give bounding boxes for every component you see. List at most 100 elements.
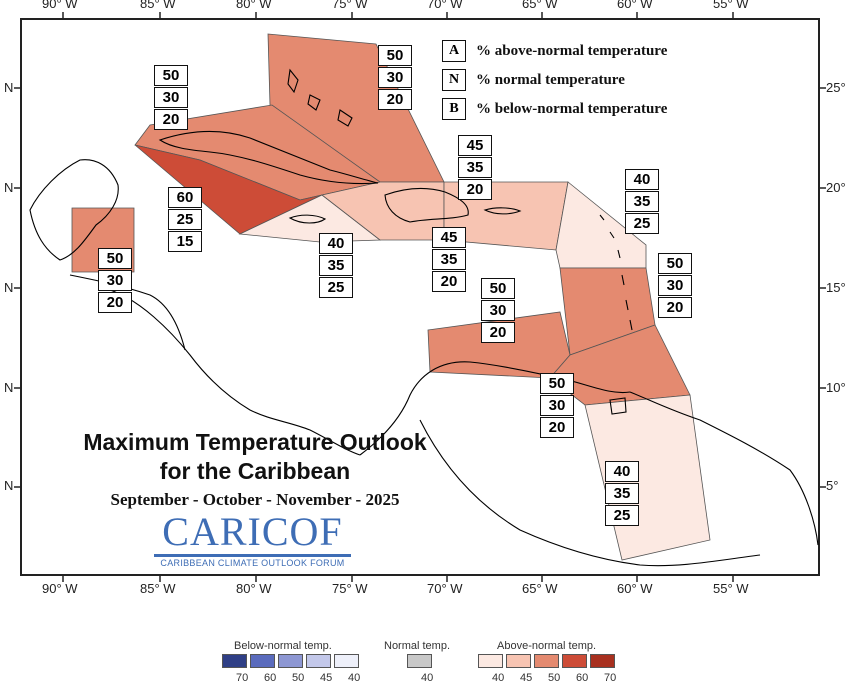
caricof-logo: CARICOF CARIBBEAN CLIMATE OUTLOOK FORUM xyxy=(150,512,355,568)
legend-tick-above: 50 xyxy=(548,672,561,684)
key-letter: N xyxy=(442,69,466,91)
color-legend: Below-normal temp. 70 60 50 45 40 Normal temp.… xyxy=(0,640,845,684)
prob-normal: 35 xyxy=(625,191,659,212)
prob-normal: 35 xyxy=(319,255,353,276)
left-tick-label: N xyxy=(4,478,14,493)
bottom-tick-label: 65° W xyxy=(522,581,558,596)
prob-below: 20 xyxy=(432,271,466,292)
key-text: % below-normal temperature xyxy=(476,100,668,117)
prob-box-trinidad-southern-windwards: 50 30 20 xyxy=(540,373,574,439)
prob-below: 20 xyxy=(540,417,574,438)
legend-swatch-below xyxy=(334,654,359,668)
coast-bahamas-2 xyxy=(307,94,321,111)
prob-above: 50 xyxy=(540,373,574,394)
bottom-tick-label: 90° W xyxy=(42,581,78,596)
prob-above: 40 xyxy=(605,461,639,482)
legend-swatch-above xyxy=(506,654,531,668)
prob-below: 20 xyxy=(98,292,132,313)
legend-swatch-above xyxy=(562,654,587,668)
prob-normal: 30 xyxy=(378,67,412,88)
prob-above: 50 xyxy=(98,248,132,269)
prob-above: 45 xyxy=(432,227,466,248)
legend-tick-below: 40 xyxy=(348,672,361,684)
prob-box-northern-lesser-antilles: 40 35 25 xyxy=(625,169,659,235)
legend-tick-above: 40 xyxy=(492,672,505,684)
top-tick-label: 65° W xyxy=(522,0,558,11)
prob-box-bahamas: 50 30 20 xyxy=(378,45,412,111)
coast-hispaniola xyxy=(384,187,469,223)
key-row-below: B % below-normal temperature xyxy=(442,98,667,120)
key-letter: B xyxy=(442,98,466,120)
legend-swatch-below xyxy=(250,654,275,668)
left-tick-label: N xyxy=(4,80,14,95)
prob-box-abc-islands: 50 30 20 xyxy=(481,278,515,344)
legend-title-below: Below-normal temp. xyxy=(234,640,332,652)
key-text: % normal temperature xyxy=(476,71,625,88)
prob-normal: 30 xyxy=(540,395,574,416)
top-tick-label: 85° W xyxy=(140,0,176,11)
prob-box-puerto-rico: 45 35 20 xyxy=(432,227,466,293)
logo-tagline: CARIBBEAN CLIMATE OUTLOOK FORUM xyxy=(160,558,345,568)
left-tick-label: N xyxy=(4,280,14,295)
prob-normal: 30 xyxy=(481,300,515,321)
left-tick-label: N xyxy=(4,180,14,195)
prob-box-guianas: 40 35 25 xyxy=(605,461,639,527)
prob-box-central-lesser-antilles: 50 30 20 xyxy=(658,253,692,319)
prob-below: 25 xyxy=(319,277,353,298)
prob-below: 15 xyxy=(168,231,202,252)
prob-above: 50 xyxy=(378,45,412,66)
top-tick-label: 55° W xyxy=(713,0,749,11)
coast-central-america xyxy=(109,289,361,456)
coast-puerto-rico xyxy=(483,207,522,215)
prob-normal: 35 xyxy=(605,483,639,504)
logo-wordmark: CARICOF xyxy=(162,509,343,554)
prob-above: 60 xyxy=(168,187,202,208)
region-cayman xyxy=(134,144,323,235)
legend-tick-below: 60 xyxy=(264,672,277,684)
prob-above: 45 xyxy=(458,135,492,156)
prob-below: 20 xyxy=(481,322,515,343)
top-tick-label: 90° W xyxy=(42,0,78,11)
coast-jamaica xyxy=(288,214,327,224)
right-tick-label: 20° xyxy=(826,180,845,195)
legend-swatch-above xyxy=(478,654,503,668)
prob-normal: 35 xyxy=(458,157,492,178)
coast-central-america-east xyxy=(69,274,186,351)
coast-south-america xyxy=(419,419,761,567)
legend-tick-below: 45 xyxy=(320,672,333,684)
map-title-line2: for the Caribbean xyxy=(159,458,351,484)
prob-below: 20 xyxy=(458,179,492,200)
key-row-above: A % above-normal temperature xyxy=(442,40,667,62)
coast-yucatan xyxy=(29,159,119,261)
legend-tick-above: 60 xyxy=(576,672,589,684)
legend-tick-below: 70 xyxy=(236,672,249,684)
axis-tick-marks xyxy=(14,12,826,582)
key-row-normal: N % normal temperature xyxy=(442,69,667,91)
prob-below: 20 xyxy=(154,109,188,130)
coastlines xyxy=(29,68,819,567)
legend-swatch-above xyxy=(590,654,615,668)
right-tick-label: 25° xyxy=(826,80,845,95)
right-tick-label: 15° xyxy=(826,280,845,295)
prob-normal: 35 xyxy=(432,249,466,270)
right-tick-label: 10° xyxy=(826,380,845,395)
top-tick-label: 60° W xyxy=(617,0,653,11)
map-title: Maximum Temperature Outlook xyxy=(83,429,427,455)
prob-above: 40 xyxy=(319,233,353,254)
bottom-tick-label: 80° W xyxy=(236,581,272,596)
legend-swatch-below xyxy=(222,654,247,668)
prob-box-cuba: 50 30 20 xyxy=(154,65,188,131)
coast-bahamas-3 xyxy=(337,109,353,127)
prob-below: 25 xyxy=(625,213,659,234)
bottom-tick-label: 70° W xyxy=(427,581,463,596)
season-label: September - October - November - 2025 xyxy=(110,490,400,509)
legend-swatch-normal xyxy=(407,654,432,668)
prob-above: 50 xyxy=(481,278,515,299)
left-tick-label: N xyxy=(4,380,14,395)
legend-swatch-above xyxy=(534,654,559,668)
coast-trinidad xyxy=(609,397,627,415)
key-letter: A xyxy=(442,40,466,62)
prob-box-hispaniola: 45 35 20 xyxy=(458,135,492,201)
title-block: Maximum Temperature Outlook for the Cari… xyxy=(50,428,460,510)
